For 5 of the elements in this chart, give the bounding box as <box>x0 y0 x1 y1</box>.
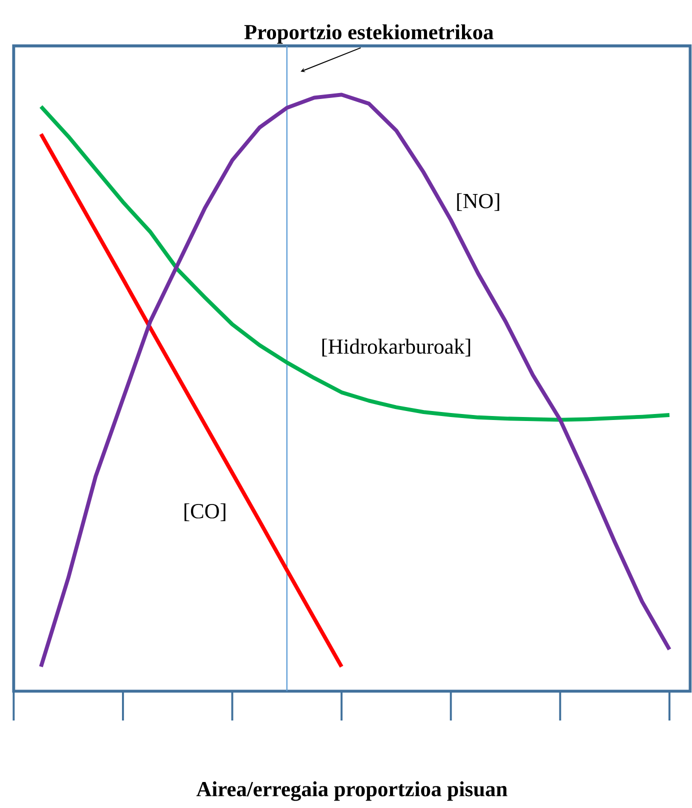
series-label: [CO] <box>184 503 226 522</box>
text: Proportzio estekiometrikoa <box>244 24 494 44</box>
x-axis-title: Airea/erregaia proportzioa pisuan <box>196 781 508 801</box>
series-label: [Hidrokarburoak] <box>322 338 470 356</box>
series-label: [NO] <box>457 193 500 211</box>
